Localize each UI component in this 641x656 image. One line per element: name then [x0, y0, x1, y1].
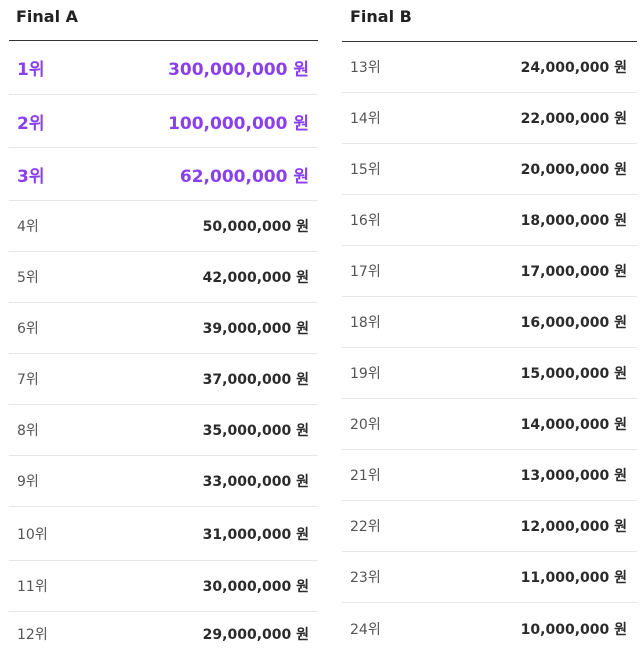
table-row: 15위 20,000,000 원: [342, 144, 637, 195]
table-row: 20위 14,000,000 원: [342, 399, 637, 450]
table-row: 2위 100,000,000 원: [9, 95, 318, 148]
table-row: 6위 39,000,000 원: [9, 303, 318, 354]
rank-label: 8위: [17, 423, 39, 439]
table-row: 9위 33,000,000 원: [9, 456, 318, 507]
final-b-title: Final B: [342, 0, 637, 42]
rank-label: 4위: [17, 219, 39, 235]
rank-label: 16위: [350, 213, 381, 229]
table-row: 17위 17,000,000 원: [342, 246, 637, 297]
rank-label: 14위: [350, 111, 381, 127]
prize-amount: 300,000,000 원: [168, 60, 309, 80]
rank-label: 18위: [350, 315, 381, 331]
table-row: 22위 12,000,000 원: [342, 501, 637, 552]
table-row: 18위 16,000,000 원: [342, 297, 637, 348]
table-row: 13위 24,000,000 원: [342, 42, 637, 93]
table-row: 1위 300,000,000 원: [9, 41, 318, 95]
prize-amount: 18,000,000 원: [520, 213, 627, 229]
rank-label: 10위: [17, 526, 48, 543]
prize-amount: 33,000,000 원: [202, 474, 309, 490]
rank-label: 6위: [17, 321, 39, 337]
table-row: 4위 50,000,000 원: [9, 201, 318, 252]
prize-amount: 30,000,000 원: [202, 579, 309, 595]
rank-label: 11위: [17, 579, 48, 595]
prize-amount: 20,000,000 원: [520, 162, 627, 178]
table-row: 10위 31,000,000 원: [9, 507, 318, 561]
prize-amount: 31,000,000 원: [202, 526, 309, 543]
prize-amount: 16,000,000 원: [520, 315, 627, 331]
rank-label: 2위: [17, 113, 45, 134]
table-row: 11위 30,000,000 원: [9, 561, 318, 612]
rank-label: 19위: [350, 366, 381, 382]
rank-label: 12위: [17, 627, 48, 643]
prize-amount: 29,000,000 원: [202, 627, 309, 643]
prize-amount: 17,000,000 원: [520, 264, 627, 280]
final-b-rows: 13위 24,000,000 원 14위 22,000,000 원 15위 20,000,…: [342, 42, 637, 654]
prize-amount: 100,000,000 원: [168, 113, 309, 134]
rank-label: 17위: [350, 264, 381, 280]
table-row: 23위 11,000,000 원: [342, 552, 637, 603]
prize-amount: 13,000,000 원: [520, 468, 627, 484]
table-row: 5위 42,000,000 원: [9, 252, 318, 303]
prize-amount: 62,000,000 원: [179, 166, 309, 187]
prize-amount: 37,000,000 원: [202, 372, 309, 388]
final-b-table: Final B 13위 24,000,000 원 14위 22,000,000 원 15…: [342, 0, 637, 654]
prize-amount: 24,000,000 원: [520, 60, 627, 76]
rank-label: 9위: [17, 474, 39, 490]
rank-label: 3위: [17, 166, 45, 187]
prize-amount: 12,000,000 원: [520, 519, 627, 535]
prize-amount: 35,000,000 원: [202, 423, 309, 439]
prize-amount: 42,000,000 원: [202, 270, 309, 286]
rank-label: 15위: [350, 162, 381, 178]
prize-amount: 15,000,000 원: [520, 366, 627, 382]
rank-label: 5위: [17, 270, 39, 286]
table-row: 24위 10,000,000 원: [342, 603, 637, 654]
prize-amount: 50,000,000 원: [202, 219, 309, 235]
table-row: 19위 15,000,000 원: [342, 348, 637, 399]
final-a-table: Final A 1위 300,000,000 원 2위 100,000,000 원 3위…: [9, 0, 318, 656]
rank-label: 1위: [17, 60, 45, 80]
table-row: 3위 62,000,000 원: [9, 148, 318, 201]
table-row: 12위 29,000,000 원: [9, 612, 318, 656]
rank-label: 13위: [350, 60, 381, 76]
rank-label: 20위: [350, 417, 381, 433]
table-row: 14위 22,000,000 원: [342, 93, 637, 144]
rank-label: 7위: [17, 372, 39, 388]
table-row: 21위 13,000,000 원: [342, 450, 637, 501]
table-row: 8위 35,000,000 원: [9, 405, 318, 456]
rank-label: 23위: [350, 570, 381, 586]
table-row: 16위 18,000,000 원: [342, 195, 637, 246]
final-a-title: Final A: [9, 0, 318, 41]
prize-amount: 39,000,000 원: [202, 321, 309, 337]
rank-label: 22위: [350, 519, 381, 535]
prize-amount: 11,000,000 원: [520, 570, 627, 586]
final-a-rows: 1위 300,000,000 원 2위 100,000,000 원 3위 62,000,0…: [9, 41, 318, 656]
table-row: 7위 37,000,000 원: [9, 354, 318, 405]
rank-label: 21위: [350, 468, 381, 484]
prize-amount: 14,000,000 원: [520, 417, 627, 433]
rank-label: 24위: [350, 621, 381, 638]
prize-amount: 10,000,000 원: [520, 621, 627, 638]
prize-amount: 22,000,000 원: [520, 111, 627, 127]
